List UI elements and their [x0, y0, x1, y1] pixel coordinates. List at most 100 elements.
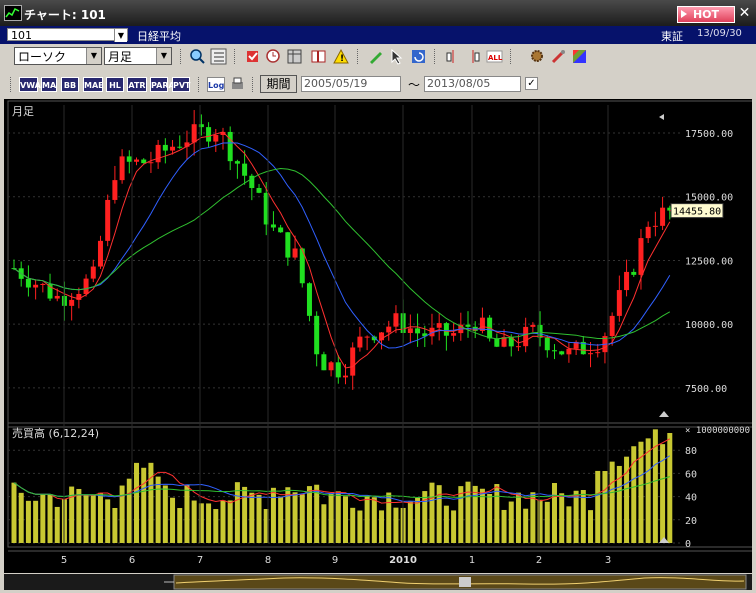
volume-tick-label: 0: [685, 539, 691, 550]
chevron-down-icon[interactable]: ▼: [156, 48, 171, 64]
volume-bar: [249, 492, 255, 543]
compare-icon[interactable]: [310, 48, 327, 65]
volume-bar: [580, 490, 586, 543]
volume-bar: [624, 456, 630, 543]
undo-icon[interactable]: [410, 48, 427, 65]
indicator-bb-button[interactable]: BB: [61, 77, 79, 92]
candle-body: [559, 351, 565, 355]
indicator-vwap-button[interactable]: VWAP: [19, 77, 47, 92]
volume-bar: [371, 497, 377, 543]
date-to-input[interactable]: 2013/08/05: [424, 76, 521, 92]
cursor-icon[interactable]: [388, 48, 405, 65]
candle-body: [40, 283, 46, 285]
candle-body: [465, 324, 471, 327]
bar-right-icon[interactable]: [465, 48, 482, 65]
period-select[interactable]: 月足 ▼: [104, 47, 172, 65]
panel-arrow-icon: [659, 114, 664, 120]
candle-body: [177, 146, 183, 148]
volume-bar: [415, 497, 421, 543]
last-price-label: 14455.80: [673, 207, 721, 218]
volume-bar: [559, 493, 565, 543]
indicator-pvt-button[interactable]: PVT: [172, 77, 191, 92]
candle-body: [105, 199, 111, 241]
volume-bar: [544, 501, 550, 543]
candle-body: [343, 375, 348, 378]
candle-body: [249, 175, 255, 189]
candle-body: [530, 324, 536, 327]
candle-body: [69, 299, 75, 306]
chevron-down-icon[interactable]: ▼: [114, 29, 127, 42]
all-icon[interactable]: ALL: [486, 48, 503, 65]
bar-left-icon[interactable]: [444, 48, 461, 65]
chart-area[interactable]: 17500.00 15000.00 12500.00 10000.00 7500.00 8…: [4, 99, 752, 573]
settings-icon[interactable]: [529, 48, 546, 65]
print-icon[interactable]: [229, 76, 246, 93]
volume-bar: [530, 492, 536, 543]
hot-button[interactable]: HOT: [677, 6, 735, 23]
volume-bar: [602, 471, 608, 543]
candle-body: [479, 317, 485, 331]
volume-bar: [263, 508, 269, 543]
date-from-value: 2005/05/19: [304, 77, 368, 90]
volume-bar: [184, 484, 190, 543]
volume-bar: [451, 510, 457, 543]
volume-bar: [47, 494, 53, 543]
time-tick-label: 6: [129, 555, 135, 566]
crosshair-icon[interactable]: [210, 48, 227, 65]
volume-ma-mid-line: [13, 455, 671, 502]
volume-bar: [155, 476, 161, 543]
stamp-icon[interactable]: [244, 48, 261, 65]
candle-body: [451, 333, 457, 336]
indicator-mae-button[interactable]: MAE: [83, 77, 104, 92]
volume-bar: [234, 482, 240, 543]
symbol-code-input[interactable]: 101 ▼: [7, 28, 128, 42]
candle-body: [494, 338, 500, 347]
price-panel-frame: [7, 100, 752, 428]
volume-bar: [220, 500, 226, 543]
indicator-para-button[interactable]: PARA: [150, 77, 175, 92]
time-tick-label: 1: [469, 555, 475, 566]
indicator-atr-button[interactable]: ATR: [127, 77, 147, 92]
candle-body: [76, 294, 82, 300]
price-tick-label: 15000.00: [685, 193, 733, 204]
candle-body: [537, 324, 543, 338]
log-scale-button[interactable]: Log: [207, 77, 225, 92]
period-button[interactable]: 期間: [260, 75, 297, 93]
candle-body: [314, 315, 320, 355]
date-range-separator: 〜: [408, 78, 421, 92]
toolbar-separator: [198, 77, 201, 92]
indicator-hl-button[interactable]: HL: [106, 77, 124, 92]
title-bar[interactable]: チャート: 101 HOT ✕: [0, 0, 756, 26]
zoom-icon[interactable]: [189, 48, 206, 65]
volume-bar: [645, 438, 651, 543]
clock-icon[interactable]: [265, 48, 282, 65]
candle-body: [83, 278, 89, 295]
time-scrollbar[interactable]: [4, 574, 752, 590]
price-tick-label: 12500.00: [685, 256, 733, 267]
price-tick-label: 17500.00: [685, 129, 733, 140]
close-icon[interactable]: ✕: [738, 5, 751, 21]
alert-icon[interactable]: !: [333, 48, 350, 65]
pencil-icon[interactable]: [367, 48, 384, 65]
volume-bar: [566, 506, 572, 543]
indicator-ma-button[interactable]: MA: [41, 77, 57, 92]
candle-body: [25, 278, 31, 288]
color-palette-icon[interactable]: [571, 48, 588, 65]
table-icon[interactable]: [286, 48, 303, 65]
volume-bar: [321, 504, 327, 543]
volume-bar: [494, 484, 500, 543]
tools-icon[interactable]: [550, 48, 567, 65]
date-from-input[interactable]: 2005/05/19: [301, 76, 401, 92]
chevron-down-icon[interactable]: ▼: [86, 48, 101, 64]
candle-body: [191, 124, 197, 143]
volume-bar: [170, 497, 176, 543]
price-tick-label: 7500.00: [685, 384, 727, 395]
time-tick-label: 9: [332, 555, 338, 566]
volume-bar: [11, 482, 17, 543]
chart-type-select[interactable]: ローソク ▼: [14, 47, 102, 65]
svg-text:!: !: [340, 54, 344, 64]
date-range-checkbox[interactable]: ✓: [525, 77, 538, 90]
volume-tick-label: 80: [685, 446, 697, 457]
volume-bar: [18, 492, 24, 543]
volume-tick-label: 40: [685, 493, 697, 504]
